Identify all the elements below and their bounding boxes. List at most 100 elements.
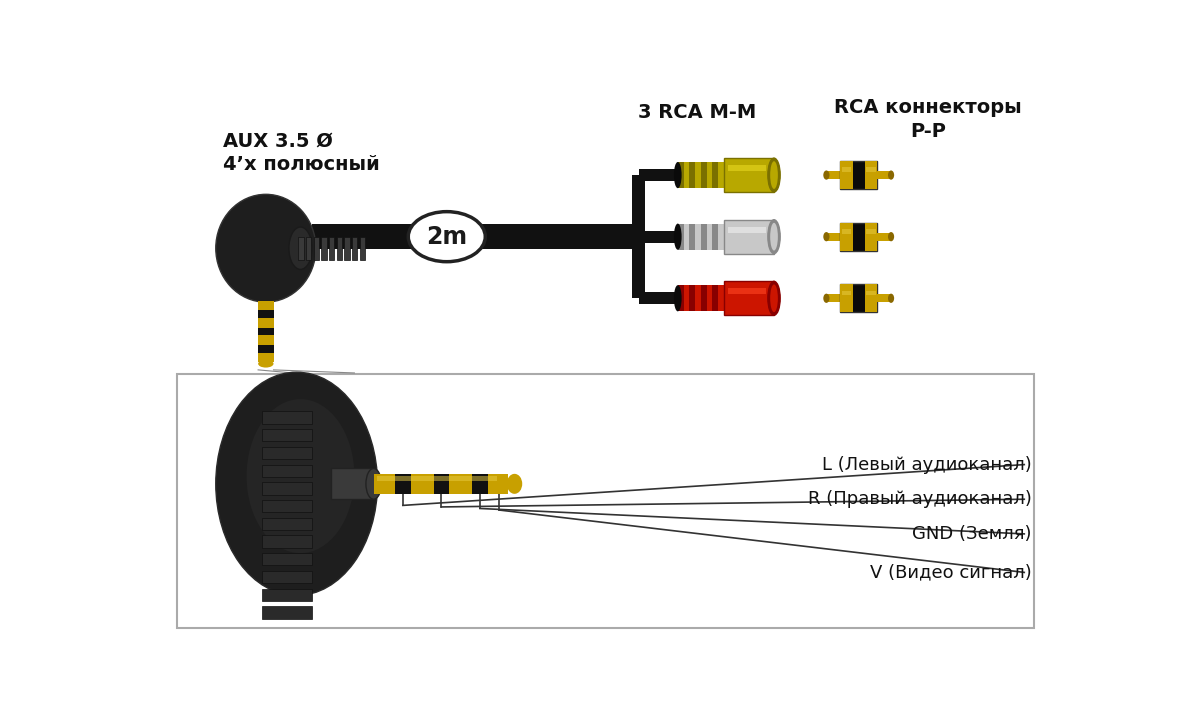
Bar: [262, 518, 312, 530]
Bar: [321, 236, 327, 260]
Ellipse shape: [768, 158, 780, 192]
Bar: [865, 223, 877, 250]
Bar: [472, 474, 488, 494]
Bar: [262, 464, 312, 477]
Bar: [826, 294, 841, 302]
Bar: [826, 171, 841, 179]
Bar: [329, 236, 335, 260]
Bar: [841, 284, 852, 312]
Text: GND (Земля): GND (Земля): [913, 525, 1032, 543]
Bar: [410, 474, 434, 494]
Ellipse shape: [216, 195, 316, 302]
Bar: [724, 281, 775, 315]
Ellipse shape: [888, 293, 894, 303]
Bar: [706, 224, 713, 249]
Bar: [262, 412, 312, 424]
Bar: [841, 223, 877, 250]
Ellipse shape: [246, 399, 355, 553]
Bar: [262, 482, 312, 495]
Bar: [690, 162, 696, 188]
Text: 2m: 2m: [427, 225, 467, 249]
Bar: [841, 284, 877, 312]
Bar: [298, 236, 303, 260]
Text: L (Левый аудиоканал): L (Левый аудиоканал): [822, 456, 1032, 474]
Ellipse shape: [888, 232, 894, 242]
Bar: [639, 292, 678, 304]
Bar: [865, 284, 877, 312]
Bar: [258, 345, 274, 353]
Ellipse shape: [507, 474, 522, 494]
Bar: [700, 224, 707, 249]
Bar: [434, 474, 449, 494]
Bar: [678, 224, 684, 249]
Bar: [262, 447, 312, 459]
Ellipse shape: [770, 162, 778, 189]
Ellipse shape: [768, 220, 780, 254]
Bar: [706, 286, 713, 311]
Bar: [724, 158, 775, 192]
Bar: [865, 162, 877, 189]
Bar: [262, 429, 312, 441]
Bar: [877, 233, 891, 241]
Bar: [262, 536, 312, 548]
Bar: [344, 236, 350, 260]
Bar: [842, 229, 851, 234]
Bar: [678, 162, 684, 188]
Bar: [314, 236, 320, 260]
Bar: [449, 474, 472, 494]
Ellipse shape: [674, 224, 681, 249]
FancyBboxPatch shape: [177, 373, 1034, 628]
Text: RCA коннекторы
P-P: RCA коннекторы P-P: [835, 98, 1022, 141]
Bar: [712, 224, 718, 249]
Text: R (Правый аудиоканал): R (Правый аудиоканал): [808, 490, 1032, 508]
Bar: [877, 294, 891, 302]
Bar: [395, 474, 410, 494]
Bar: [488, 474, 508, 494]
Bar: [712, 162, 718, 188]
Bar: [700, 286, 707, 311]
Ellipse shape: [365, 469, 381, 499]
Bar: [684, 286, 690, 311]
Bar: [826, 233, 841, 241]
Bar: [258, 301, 274, 310]
Text: AUX 3.5 Ø
4’x полюсный: AUX 3.5 Ø 4’x полюсный: [224, 131, 380, 174]
Bar: [718, 162, 724, 188]
Bar: [712, 286, 718, 311]
Ellipse shape: [823, 232, 830, 242]
Bar: [331, 469, 374, 499]
Bar: [684, 224, 690, 249]
Ellipse shape: [888, 170, 894, 180]
Bar: [867, 167, 876, 172]
Bar: [312, 224, 632, 249]
Bar: [700, 162, 707, 188]
Bar: [727, 288, 766, 294]
Bar: [724, 220, 775, 254]
Bar: [727, 226, 766, 233]
Bar: [377, 476, 496, 481]
Bar: [718, 286, 724, 311]
Bar: [841, 162, 852, 189]
Bar: [867, 229, 876, 234]
Bar: [696, 286, 702, 311]
Bar: [841, 223, 852, 250]
Ellipse shape: [258, 360, 274, 368]
Bar: [305, 236, 311, 260]
Bar: [684, 162, 690, 188]
Text: 3 RCA M-M: 3 RCA M-M: [638, 103, 756, 123]
Ellipse shape: [770, 284, 778, 312]
Bar: [258, 353, 274, 362]
Ellipse shape: [289, 227, 312, 270]
Bar: [867, 291, 876, 295]
Bar: [262, 553, 312, 565]
Bar: [374, 474, 395, 494]
Bar: [841, 162, 877, 189]
Bar: [706, 162, 713, 188]
Bar: [262, 606, 312, 619]
Bar: [842, 291, 851, 295]
Bar: [727, 165, 766, 171]
Ellipse shape: [674, 286, 681, 311]
Ellipse shape: [408, 212, 486, 262]
Bar: [639, 169, 678, 181]
Bar: [262, 588, 312, 601]
Bar: [842, 167, 851, 172]
